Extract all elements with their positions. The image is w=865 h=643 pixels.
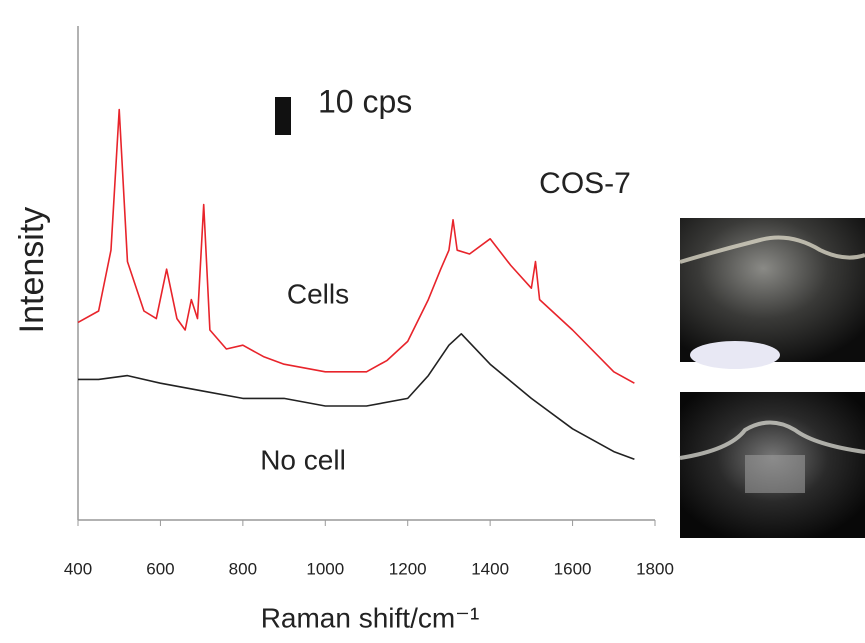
x-tick-label: 1800 [636, 559, 674, 578]
photo-top [679, 218, 865, 369]
series-line [77, 108, 635, 384]
scale-bar-label: 10 cps [318, 83, 412, 119]
x-tick-label: 1600 [554, 559, 592, 578]
x-tick-label: 600 [146, 559, 174, 578]
series-label: Cells [287, 278, 349, 309]
x-tick-label: 1200 [389, 559, 427, 578]
series-label: No cell [260, 444, 346, 475]
y-axis-label: Intensity [13, 207, 51, 334]
x-tick-label: 1000 [306, 559, 344, 578]
x-axis-label: Raman shift/cm⁻¹ [261, 602, 480, 633]
photo-bottom [679, 392, 865, 538]
chart-title: COS-7 [539, 167, 631, 200]
series-line [78, 333, 635, 460]
x-tick-label: 400 [64, 559, 92, 578]
x-tick-label: 800 [229, 559, 257, 578]
x-tick-label: 1400 [471, 559, 509, 578]
scale-bar [275, 97, 291, 135]
